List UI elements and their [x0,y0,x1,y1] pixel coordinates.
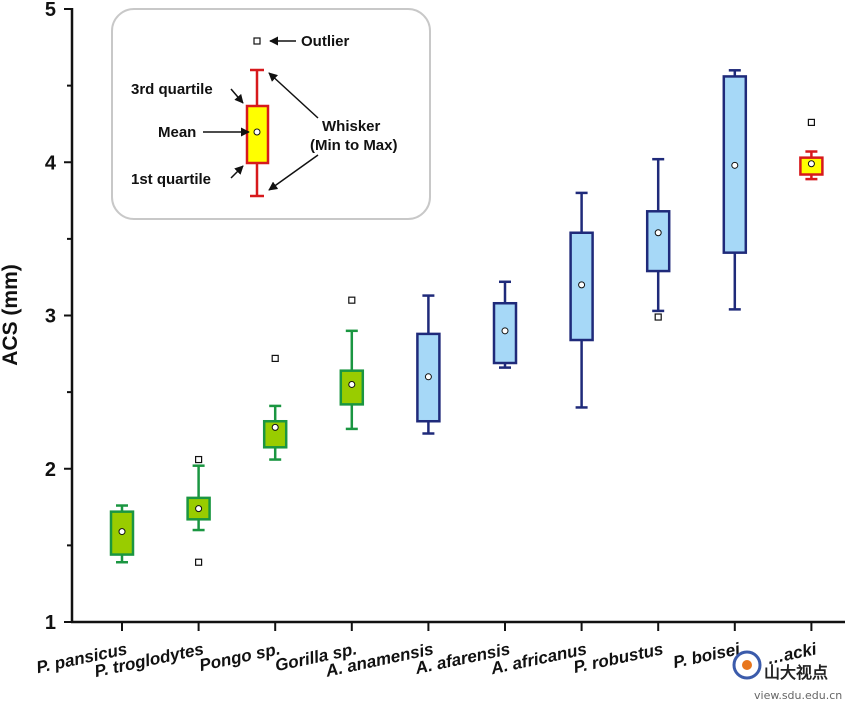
outlier-point [348,296,356,304]
mean-point [807,160,815,168]
x-tick-label: P. boisei [671,639,742,672]
box-group [799,118,824,181]
y-axis-label: ACS (mm) [0,264,22,366]
mean-point [348,380,356,388]
box-group [492,280,518,369]
legend-third-quartile-label: 3rd quartile [131,81,213,98]
outlier-point [807,118,816,127]
y-tick-label: 3 [45,306,56,328]
watermark: 山大视点 view.sdu.edu.cn [732,650,842,702]
mean-point [195,505,203,513]
outlier-point [195,455,203,464]
box-iqr [262,419,288,449]
box-group [262,354,288,461]
box-series [109,69,824,566]
box-group [339,296,365,431]
box-group [109,504,135,564]
mean-point [271,423,279,431]
box-group [645,157,671,321]
watermark-text: 山大视点 [764,663,828,682]
box-group [186,455,211,566]
mean-point [731,161,739,169]
mean-point [424,373,432,381]
mean-point [654,229,662,237]
legend-third-quartile-arrow [230,88,244,104]
legend-whisker-label: Whisker [322,118,381,135]
legend-mean-label: Mean [158,124,196,141]
y-tick-label: 1 [45,612,56,634]
outlier-point [195,558,203,566]
legend-outlier-label: Outlier [301,33,350,50]
y-tick-label: 5 [45,0,56,21]
legend-mean-marker [253,128,261,136]
y-tick-label: 4 [45,152,57,174]
watermark-logo-center [742,660,752,670]
legend-box: Outlier 3rd quartile Mean 1st quartile W… [111,8,431,220]
mean-point [578,281,586,289]
legend-first-quartile-arrow [230,165,244,179]
box-group [416,294,441,435]
legend-outlier-marker [253,37,261,45]
box-group [569,191,594,409]
y-tick-label: 2 [45,459,56,481]
outlier-point [654,313,662,321]
mean-point [501,327,509,335]
legend-whisker-arrow-bottom [268,154,319,191]
box-iqr [645,210,671,273]
legend-first-quartile-label: 1st quartile [131,171,211,188]
box-group [722,69,748,311]
x-tick-label: Pongo sp. [198,639,282,675]
legend-whisker-range-label: (Min to Max) [310,137,398,154]
legend-whisker-arrow-top [268,72,319,119]
x-tick-label: P. robustus [572,639,665,677]
legend-frame [111,8,431,220]
mean-point [118,528,126,536]
outlier-point [271,354,279,363]
watermark-url: view.sdu.edu.cn [754,689,842,702]
